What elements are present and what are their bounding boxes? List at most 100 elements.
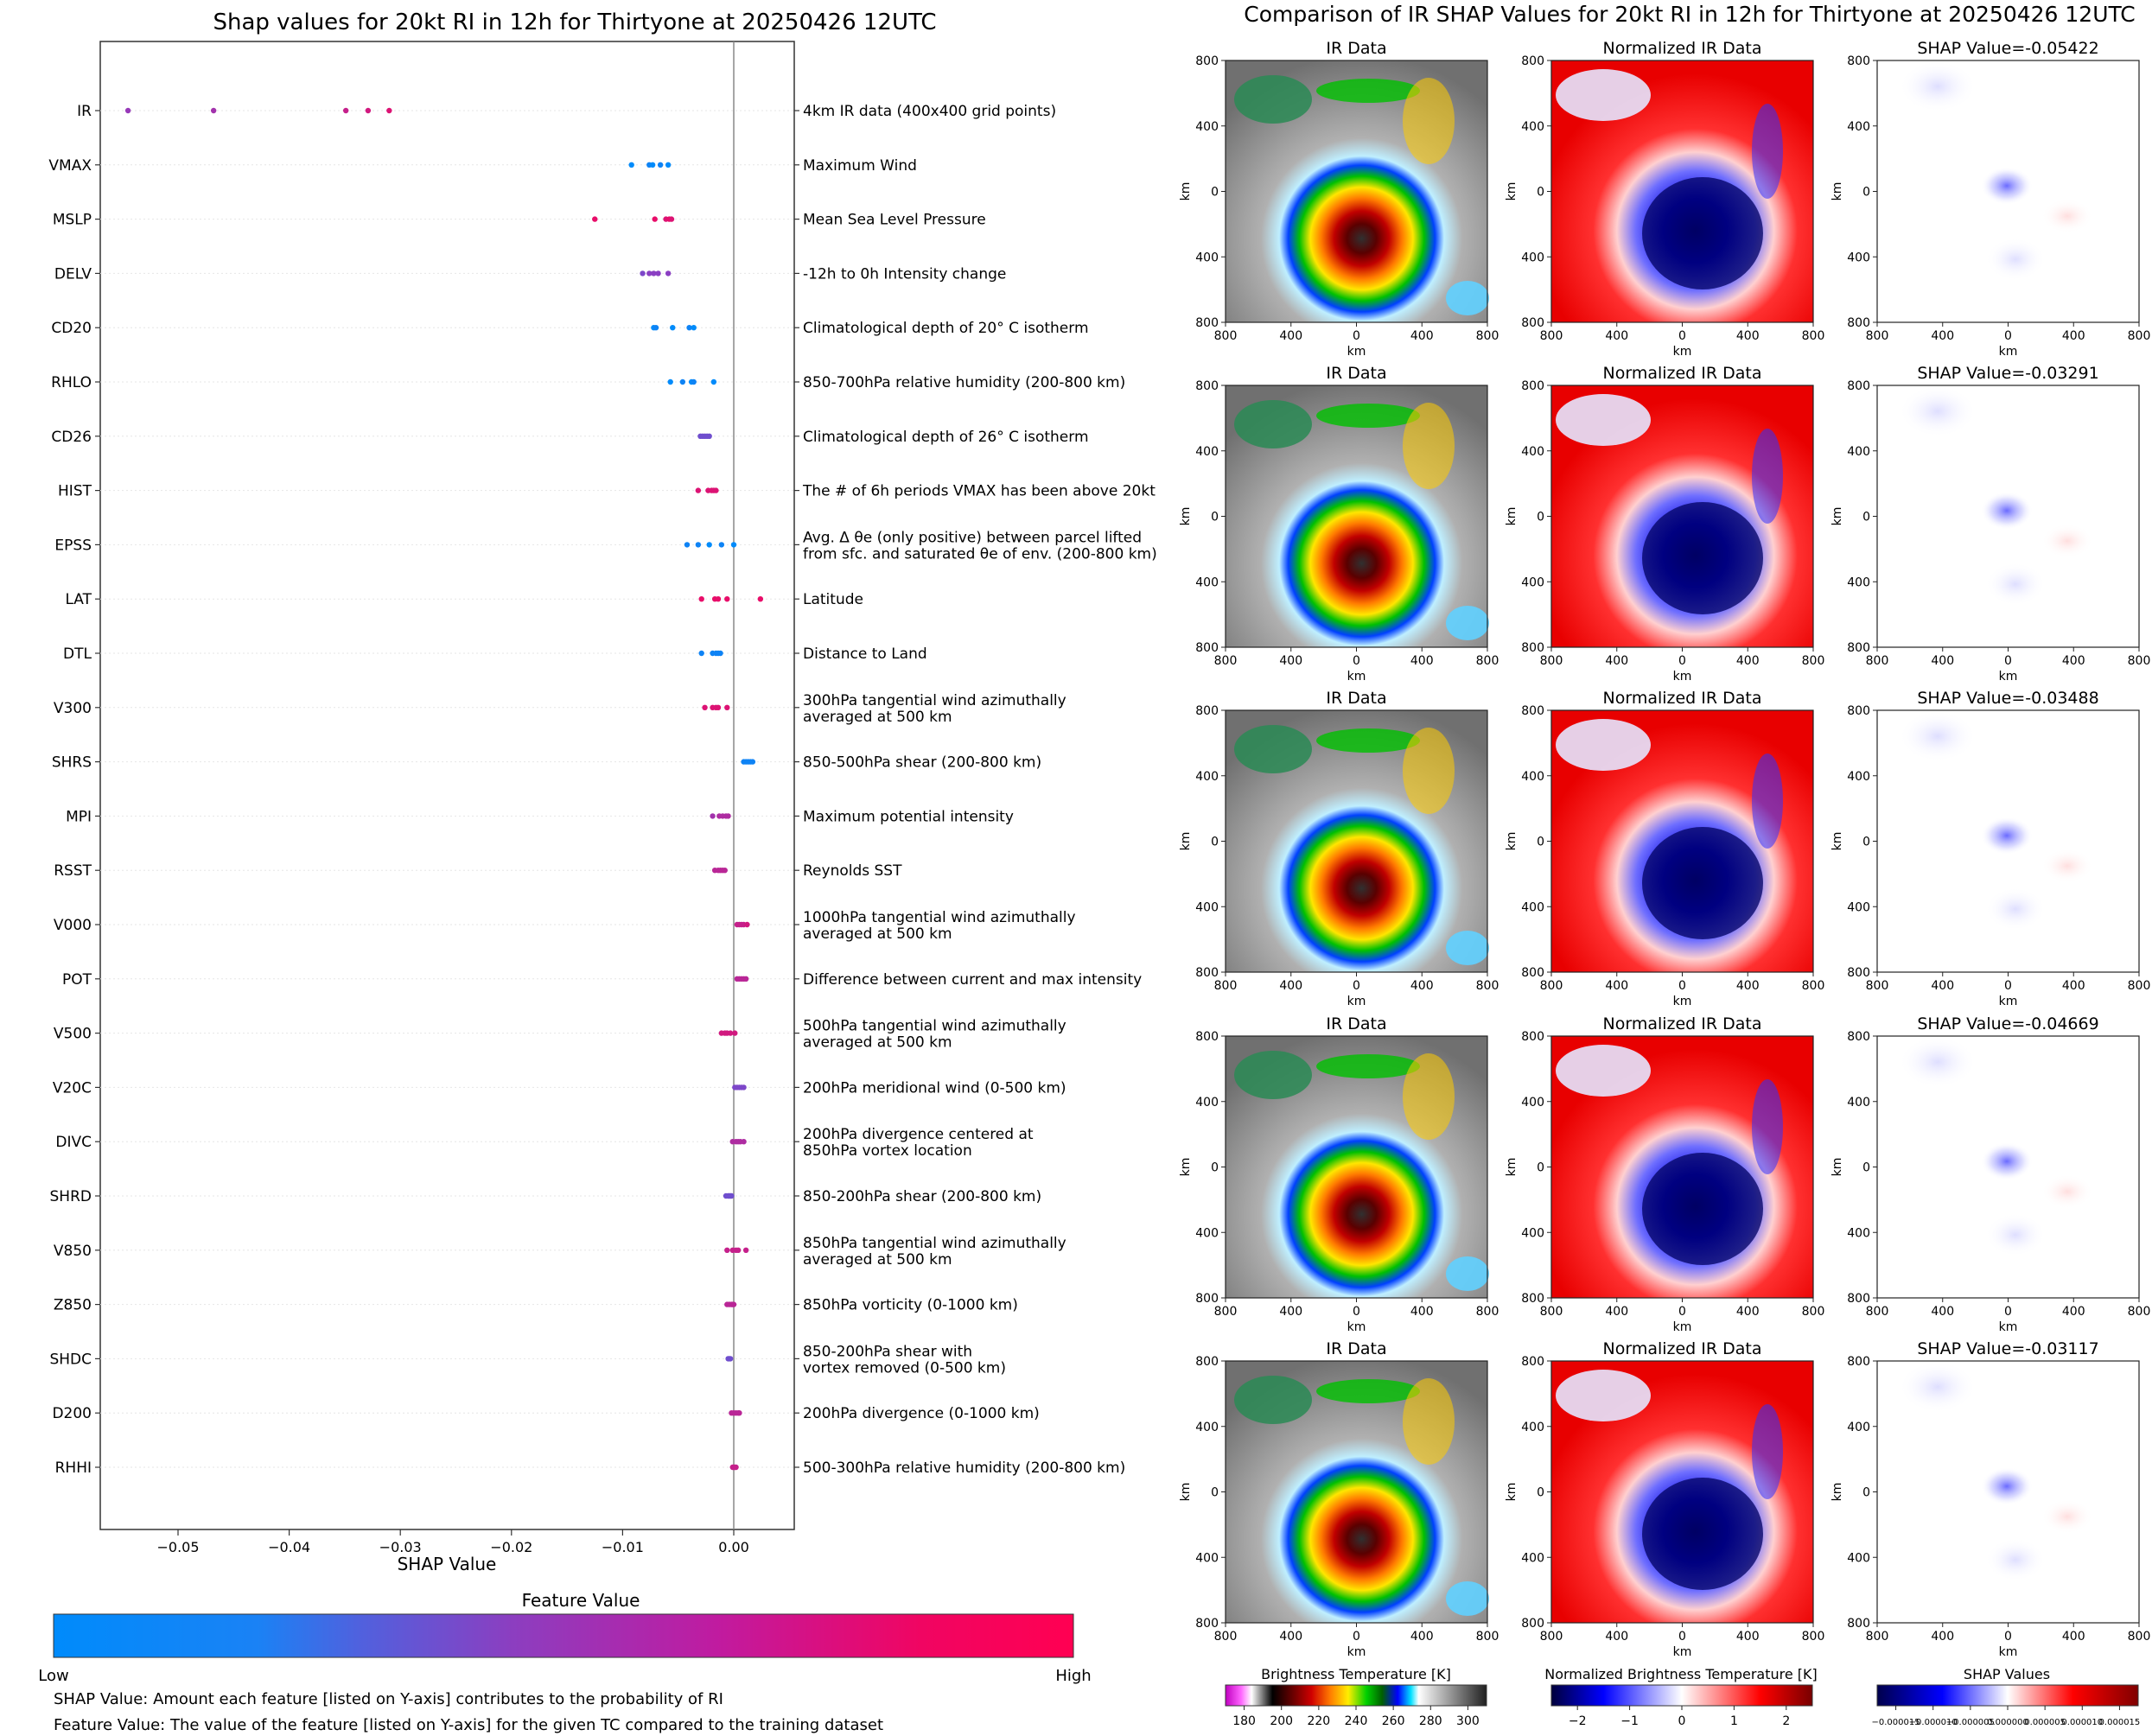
- panel-shap-map: SHAP Value=-0.03291800800400400004004008…: [1830, 364, 2150, 684]
- shap-blob: [2041, 524, 2093, 558]
- panel-x-tick-label: 400: [1410, 329, 1434, 343]
- shap-point: [655, 270, 661, 277]
- ir-cloud-band: [1316, 1054, 1420, 1078]
- panel-y-tick-label: 800: [1847, 966, 1870, 980]
- panel-y-tick-label: 800: [1847, 54, 1870, 68]
- panel-title: SHAP Value=-0.03291: [1917, 364, 2098, 383]
- ir-cold-patch: [1446, 1256, 1489, 1291]
- shap-point: [706, 433, 712, 439]
- shap-point: [706, 542, 712, 548]
- shap-point: [649, 162, 656, 168]
- feature-label: V20C: [53, 1079, 92, 1097]
- feature-description: 500-300hPa relative humidity (200-800 km…: [803, 1459, 1125, 1477]
- feature-description: 850-200hPa shear (200-800 km): [803, 1188, 1041, 1205]
- panel-title: SHAP Value=-0.03488: [1917, 689, 2098, 708]
- panel-x-tick-label: 0: [2004, 979, 2012, 993]
- panel-y-tick-label: 400: [1195, 1096, 1219, 1110]
- panel-y-label: km: [1505, 1483, 1518, 1502]
- panel-x-tick-label: 800: [1866, 979, 1889, 993]
- shap-point: [744, 921, 750, 928]
- panel-x-tick-label: 0: [1353, 329, 1360, 343]
- panel-y-tick-label: 800: [1847, 316, 1870, 330]
- shap-point: [735, 1247, 742, 1254]
- panel-x-tick-label: 800: [1540, 1305, 1563, 1319]
- panel-y-tick-label: 400: [1521, 251, 1544, 264]
- panel-y-tick-label: 800: [1847, 1617, 1870, 1631]
- feature-label: V000: [54, 917, 92, 934]
- panel-x-tick-label: 800: [1476, 1630, 1499, 1644]
- feature-description: 850hPa vortex location: [803, 1142, 972, 1160]
- panel-y-tick-label: 400: [1521, 770, 1544, 784]
- feature-description: 300hPa tangential wind azimuthally: [803, 692, 1066, 709]
- panel-y-label: km: [1505, 507, 1518, 526]
- shap-point: [651, 270, 657, 277]
- ir-cold-patch: [1446, 1581, 1489, 1616]
- panel-x-tick-label: 400: [1605, 1305, 1628, 1319]
- shap-point: [757, 596, 764, 602]
- shap-point: [732, 1030, 738, 1036]
- panel-x-tick-label: 0: [1353, 1630, 1360, 1644]
- norm-light-patch: [1556, 69, 1651, 121]
- ir-cloud-band: [1316, 79, 1420, 103]
- panel-x-tick-label: 800: [1866, 1305, 1889, 1319]
- panel-y-tick-label: 0: [1537, 511, 1544, 525]
- panel-x-tick-label: 800: [1214, 979, 1238, 993]
- shap-point: [665, 162, 672, 168]
- shap-point: [727, 1030, 734, 1036]
- panel-y-tick-label: 400: [1195, 445, 1219, 459]
- colorbar-tick-label: 1: [1730, 1714, 1738, 1728]
- norm-light-patch: [1556, 1045, 1651, 1097]
- panel-x-tick-label: 400: [1736, 1305, 1760, 1319]
- panel-y-tick-label: 0: [1862, 1486, 1870, 1500]
- panel-x-label: km: [1999, 345, 2018, 359]
- panel-x-tick-label: 400: [1410, 1630, 1434, 1644]
- panel-y-tick-label: 800: [1195, 1355, 1219, 1369]
- shap-point: [691, 378, 697, 385]
- panel-y-tick-label: 0: [1211, 1486, 1219, 1500]
- norm-band: [1752, 1404, 1783, 1499]
- panel-y-tick-label: 0: [1862, 836, 1870, 849]
- x-tick-label: −0.03: [379, 1539, 422, 1555]
- panel-y-tick-label: 400: [1521, 1226, 1544, 1240]
- feature-description: Maximum potential intensity: [803, 808, 1014, 825]
- panel-title: SHAP Value=-0.04669: [1917, 1014, 2098, 1033]
- panel-x-tick-label: 400: [2062, 1305, 2085, 1319]
- norm-band: [1752, 104, 1783, 199]
- panel-x-tick-label: 400: [1605, 654, 1628, 668]
- panel-x-label: km: [1347, 1320, 1366, 1334]
- panel-x-tick-label: 800: [1476, 979, 1499, 993]
- panel-x-tick-label: 400: [1736, 1630, 1760, 1644]
- shap-blob: [2041, 849, 2093, 883]
- panel-x-tick-label: 800: [2128, 654, 2151, 668]
- feature-label: RHHI: [55, 1459, 92, 1477]
- colorbar-tick-label: −1: [1620, 1714, 1639, 1728]
- feature-label: MPI: [66, 808, 92, 825]
- feature-label: MSLP: [53, 212, 92, 229]
- panel-y-tick-label: 800: [1195, 54, 1219, 68]
- panel-x-tick-label: 0: [1353, 654, 1360, 668]
- shap-blob: [1981, 492, 2033, 530]
- shap-point: [592, 216, 598, 222]
- colorbar-tick-label: 180: [1232, 1714, 1256, 1728]
- shap-blob: [1899, 1036, 1977, 1088]
- panel-y-tick-label: 800: [1847, 704, 1870, 718]
- feature-description: from sfc. and saturated θe of env. (200-…: [803, 545, 1157, 563]
- legend-low-label: Low: [38, 1667, 68, 1685]
- panel-x-tick-label: 400: [1931, 979, 1954, 993]
- brightness-colorbar: [1225, 1684, 1487, 1707]
- shap-point: [749, 759, 756, 765]
- panel-x-tick-label: 0: [2004, 329, 2012, 343]
- panel-x-tick-label: 800: [1476, 329, 1499, 343]
- shap-point: [670, 325, 676, 331]
- panel-y-tick-label: 800: [1195, 641, 1219, 655]
- feature-description: Avg. Δ θe (only positive) between parcel…: [803, 529, 1142, 546]
- panel-x-tick-label: 400: [1931, 1630, 1954, 1644]
- panel-x-tick-label: 800: [2128, 979, 2151, 993]
- shap-point: [342, 107, 349, 114]
- shap-blob: [1981, 817, 2033, 855]
- feature-label: DELV: [54, 265, 92, 283]
- panel-x-tick-label: 800: [2128, 1305, 2151, 1319]
